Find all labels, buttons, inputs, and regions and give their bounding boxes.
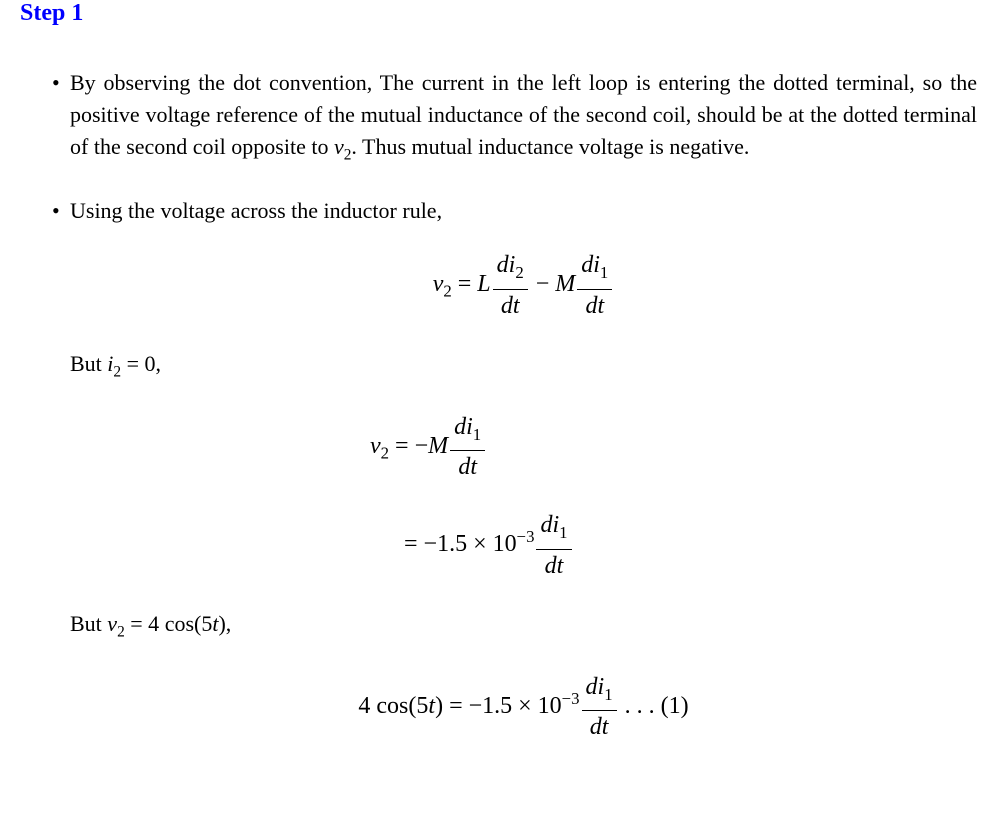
- eq1-t2-den: dt: [577, 290, 612, 322]
- eq1-t1-num-sub: 2: [515, 263, 523, 282]
- eq3-num-sub: 1: [559, 523, 567, 542]
- but2-fn: cos: [159, 611, 194, 636]
- eq1-t1-den: dt: [493, 290, 528, 322]
- eq2-lhs-var: v: [370, 433, 381, 459]
- eq1-t1-coef: L: [477, 271, 490, 297]
- eq2-num: di: [454, 414, 473, 440]
- eq4-num: di: [586, 674, 605, 700]
- bullet-1-content: By observing the dot convention, The cur…: [70, 67, 977, 171]
- bullet-list: • By observing the dot convention, The c…: [20, 67, 977, 769]
- but1-post: = 0,: [121, 351, 161, 376]
- but-2-line: But v2 = 4 cos(5t),: [70, 608, 977, 648]
- equation-3: = −1.5 × 10−3 di1 dt: [70, 509, 977, 582]
- eq1-equals: =: [452, 271, 478, 297]
- bullet-2-intro: Using the voltage across the inductor ru…: [70, 195, 977, 227]
- bullet-item-2: • Using the voltage across the inductor …: [20, 195, 977, 769]
- but2-post-a: = 4: [125, 611, 159, 636]
- eq4-lhs-arg: (5: [408, 692, 428, 718]
- but1-pre: But: [70, 351, 107, 376]
- eq1-frac-2: di1 dt: [577, 249, 612, 322]
- eq1-t2-coef: M: [555, 271, 575, 297]
- eq1-minus: −: [530, 271, 556, 297]
- but2-arg: (5: [194, 611, 212, 636]
- page-root: Step 1 • By observing the dot convention…: [0, 0, 997, 769]
- eq2-num-sub: 1: [473, 424, 481, 443]
- eq3-frac: di1 dt: [536, 509, 571, 582]
- eq1-t2-num-sub: 1: [600, 263, 608, 282]
- eq3-equals: = −1.5 × 10: [404, 531, 517, 557]
- eq3-den: dt: [536, 550, 571, 582]
- but2-var: v: [107, 611, 117, 636]
- eq4-lhs-argclose: ) = −1.5 × 10: [435, 692, 562, 718]
- but2-pre: But: [70, 611, 107, 636]
- bullet-dot-icon: •: [20, 195, 70, 769]
- equation-1: v2 = Ldi2dt − Mdi1dt: [70, 249, 977, 322]
- but-1-line: But i2 = 0,: [70, 348, 977, 388]
- bullet-dot-icon: •: [20, 67, 70, 171]
- step-header: Step 1: [20, 0, 977, 27]
- eq1-lhs-var: v: [433, 271, 444, 297]
- eq2-den: dt: [450, 451, 485, 483]
- eq3-num: di: [540, 512, 559, 538]
- eq4-tag: . . . (1): [619, 692, 689, 718]
- but2-argclose: ),: [218, 611, 231, 636]
- eq1-frac-1: di2 dt: [493, 249, 528, 322]
- bullet-1-text-post: . Thus mutual inductance voltage is nega…: [351, 134, 749, 159]
- eq4-den: dt: [582, 711, 617, 743]
- eq2-frac: di1 dt: [450, 411, 485, 484]
- but2-sub: 2: [117, 624, 125, 641]
- but1-sub: 2: [113, 364, 121, 381]
- eq4-exp: −3: [562, 688, 580, 707]
- eq2-coef: M: [428, 433, 448, 459]
- bullet-2-content: Using the voltage across the inductor ru…: [70, 195, 977, 769]
- eq4-frac: di1 dt: [582, 671, 617, 744]
- equation-2: v2 = −Mdi1 dt: [70, 411, 977, 484]
- eq2-equals: = −: [389, 433, 428, 459]
- eq2-lhs-sub: 2: [381, 443, 389, 462]
- eq3-exp: −3: [517, 527, 535, 546]
- eq1-lhs-sub: 2: [443, 282, 451, 301]
- eq4-lhs-fn: cos: [370, 692, 408, 718]
- eq1-t2-num: di: [581, 252, 600, 278]
- eq4-num-sub: 1: [604, 684, 612, 703]
- bullet-item-1: • By observing the dot convention, The c…: [20, 67, 977, 171]
- eq4-lhs-a: 4: [358, 692, 370, 718]
- bullet-1-mathvar: v: [334, 134, 344, 159]
- eq1-t1-num: di: [497, 252, 516, 278]
- equation-4: 4 cos(5t) = −1.5 × 10−3di1dt . . . (1): [70, 671, 977, 744]
